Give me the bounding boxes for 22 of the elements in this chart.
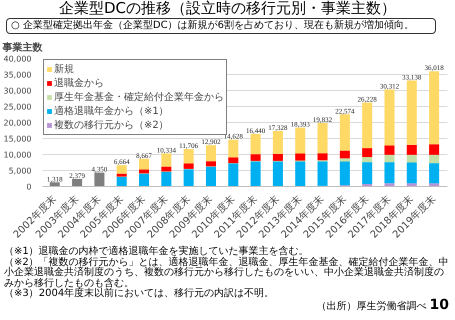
y-tick-label: 15,000 <box>4 134 32 144</box>
legend-label: 複数の移行元から（※2） <box>54 118 169 132</box>
chart-subtitle: ○ 企業型確定拠出年金（企業型DC）は新規が6割を占めており、現在も新規が増加傾向。 <box>11 19 414 33</box>
text: 10 <box>430 296 449 313</box>
y-tick-label: 0 <box>26 182 32 192</box>
y-tick-label: 5,000 <box>8 166 32 176</box>
chart-title: 企業型DCの推移（設立時の移行元別・事業主数） <box>58 0 396 17</box>
y-axis-title: 事業主数 <box>2 42 44 54</box>
y-tick-label: 10,000 <box>4 150 32 160</box>
text: （※1）退職金の内枠で適格退職年金を実施していた事業主を含む。 <box>4 246 309 258</box>
text: （出所）厚生労働省調べ <box>316 300 426 312</box>
text: （※2）「複数の移行元から」とは、適格退職年金、退職金、厚生年金基金、確定給付企業年金、中小企業退職金共済制度のうち、複数の移行元から移行したものをいい、中小企業退職金共済制度のみから移行したものも含む。 <box>4 256 449 289</box>
y-tick-label: 35,000 <box>4 70 32 80</box>
y-tick-label: 20,000 <box>4 118 32 128</box>
legend-label: 厚生年金基金・確定給付企業年金から <box>54 90 224 104</box>
legend-label: 適格退職年金から（※1） <box>54 104 169 118</box>
text: （※3）2004年度末以前においては、移行元の内訳は不明。 <box>4 288 274 300</box>
y-tick-label: 30,000 <box>4 86 32 96</box>
y-tick-label: 40,000 <box>4 54 32 64</box>
legend-label: 新規 <box>54 62 74 76</box>
y-tick-label: 25,000 <box>4 102 32 112</box>
legend-label: 退職金から <box>54 76 104 90</box>
